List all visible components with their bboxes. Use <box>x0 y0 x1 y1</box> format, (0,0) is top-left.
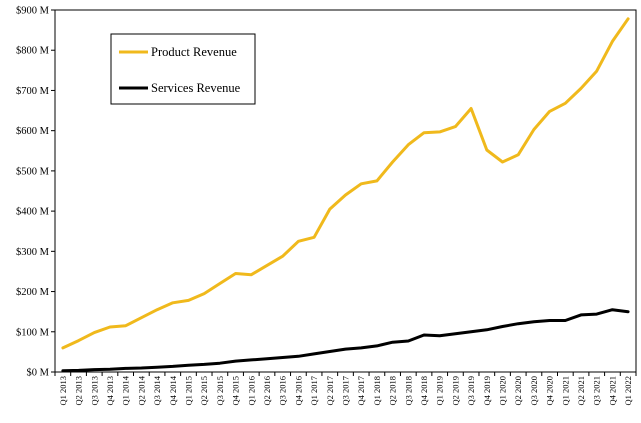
x-tick-label: Q1 2016 <box>246 376 256 406</box>
y-tick-label: $500 M <box>16 166 50 177</box>
x-tick-label: Q2 2013 <box>74 376 84 406</box>
x-tick-label: Q2 2019 <box>450 376 460 406</box>
y-tick-label: $0 M <box>27 368 50 379</box>
plot-area-border <box>54 9 637 373</box>
x-tick-label: Q1 2019 <box>435 376 445 406</box>
x-tick-label: Q3 2018 <box>403 376 413 406</box>
x-tick-label: Q4 2021 <box>607 376 617 406</box>
x-tick-label: Q3 2019 <box>466 376 476 406</box>
x-tick-label: Q2 2017 <box>325 376 335 406</box>
y-tick-label: $800 M <box>16 46 50 57</box>
x-tick-label: Q3 2013 <box>89 376 99 406</box>
x-tick-label: Q2 2016 <box>262 376 272 406</box>
y-tick-label: $200 M <box>16 287 50 298</box>
x-tick-label: Q4 2020 <box>545 376 555 406</box>
legend: Product Revenue Services Revenue <box>110 33 256 105</box>
y-tick-label: $600 M <box>16 126 50 137</box>
x-tick-label: Q4 2013 <box>105 376 115 406</box>
x-axis: Q1 2013 Q2 2013 Q3 2013 Q4 2013 Q1 2014 Q2 20… <box>54 372 637 406</box>
x-tick-label: Q2 2015 <box>199 376 209 406</box>
x-tick-label: Q2 2014 <box>136 375 146 405</box>
legend-box <box>110 33 256 105</box>
legend-label-services-revenue: Services Revenue <box>151 81 241 95</box>
x-tick-label: Q3 2015 <box>215 376 225 406</box>
y-tick-label: $300 M <box>16 247 50 258</box>
x-tick-label: Q4 2018 <box>419 376 429 406</box>
x-tick-label: Q4 2016 <box>293 376 303 406</box>
x-tick-label: Q3 2017 <box>341 376 351 406</box>
y-axis: $0 M $100 M $200 M $300 M $400 M $500 M $600 M… <box>16 6 637 379</box>
series-line-services-revenue <box>61 308 630 373</box>
series-lines <box>61 17 630 373</box>
y-tick-label: $900 M <box>16 6 50 17</box>
x-tick-label: Q1 2017 <box>309 376 319 406</box>
y-tick-label: $700 M <box>16 86 50 97</box>
x-tick-label: Q1 2015 <box>183 376 193 406</box>
x-tick-label: Q3 2014 <box>152 375 162 405</box>
y-tick-label: $100 M <box>16 327 50 338</box>
x-tick-label: Q2 2018 <box>388 376 398 406</box>
x-tick-label: Q3 2021 <box>592 376 602 406</box>
x-tick-label: Q4 2019 <box>482 376 492 406</box>
x-tick-label: Q2 2020 <box>513 376 523 406</box>
y-tick-label: $400 M <box>16 207 50 218</box>
x-tick-label: Q1 2022 <box>623 376 633 406</box>
series-line-product-revenue <box>61 17 630 350</box>
x-tick-label: Q1 2021 <box>560 376 570 406</box>
x-tick-label: Q4 2014 <box>168 375 178 405</box>
x-tick-label: Q4 2015 <box>231 376 241 406</box>
x-tick-label: Q3 2020 <box>529 376 539 406</box>
x-tick-label: Q4 2017 <box>356 376 366 406</box>
x-tick-label: Q1 2018 <box>372 376 382 406</box>
x-tick-label: Q3 2016 <box>278 376 288 406</box>
x-tick-label: Q2 2021 <box>576 376 586 406</box>
x-tick-label: Q1 2013 <box>58 376 68 406</box>
legend-label-product-revenue: Product Revenue <box>151 45 237 59</box>
x-tick-label: Q1 2020 <box>498 376 508 406</box>
x-tick-label: Q1 2014 <box>121 375 131 405</box>
